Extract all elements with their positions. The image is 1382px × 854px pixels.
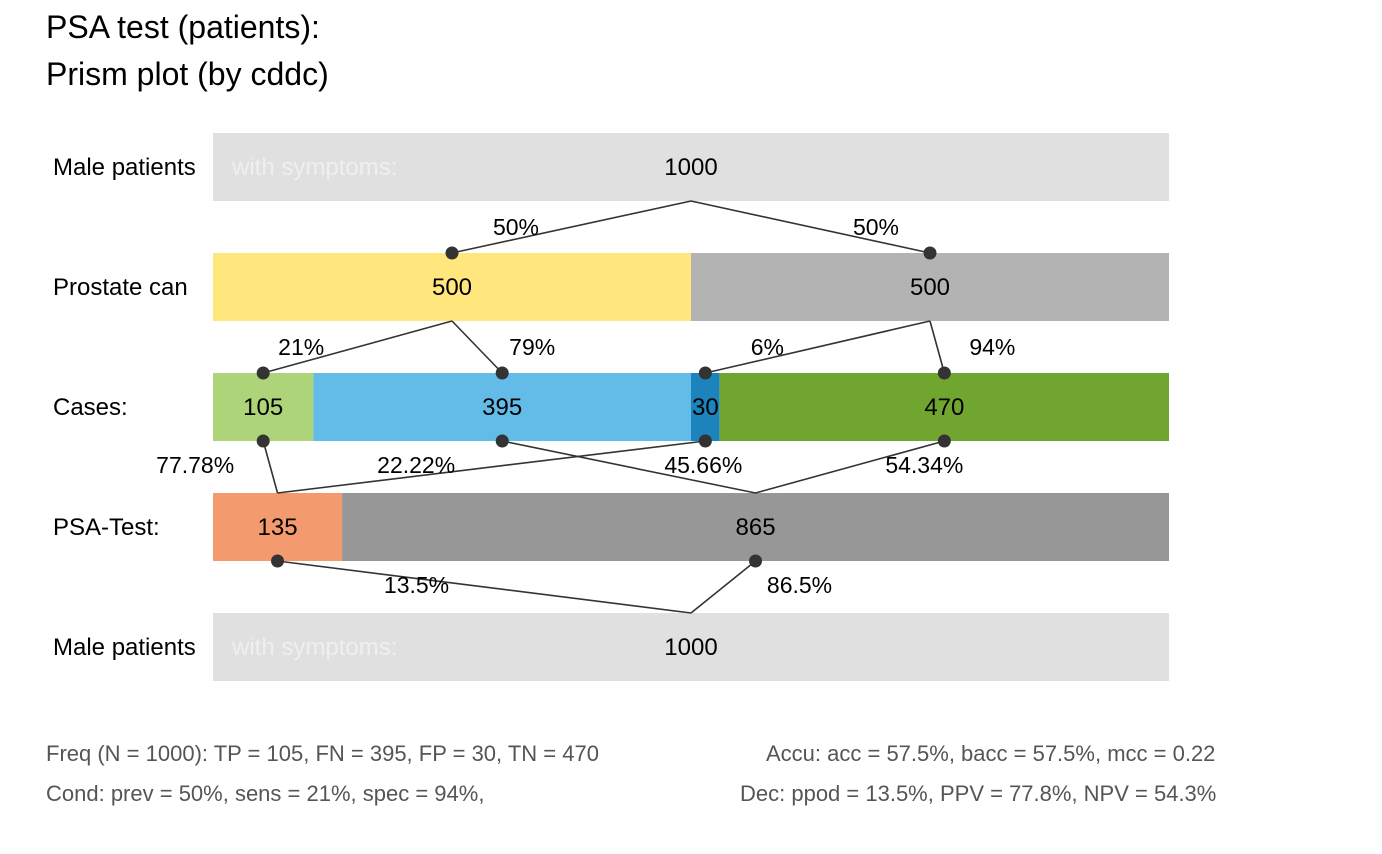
- box-value-hi: 105: [243, 394, 283, 421]
- level-label-faint-top: with symptoms:: [231, 154, 397, 181]
- footer-text-2-2: Dec: ppod = 13.5%, PPV = 77.8%, NPV = 54…: [740, 781, 1216, 806]
- level-label-faint-bottom: with symptoms:: [231, 634, 397, 661]
- edge-label-hi-dec_pos: 77.78%: [156, 452, 234, 478]
- box-cond_false: [691, 253, 1169, 321]
- edge-dot-cond_false: [923, 246, 937, 260]
- box-value-cr: 470: [924, 394, 964, 421]
- edge-dot-fa-8: [698, 434, 712, 448]
- edge-N-cond_false: [690, 200, 931, 254]
- level-label-top: Male patients: [53, 154, 196, 181]
- edge-label-cr-dec_neg: 54.34%: [885, 452, 963, 478]
- level-label-dec: PSA-Test:: [53, 514, 160, 541]
- edge-fa-dec_pos: [277, 440, 706, 494]
- edge-label-N-cond_true: 50%: [493, 214, 539, 240]
- footer-text-2-1: Cond: prev = 50%, sens = 21%, spec = 94%…: [46, 781, 484, 806]
- edge-dot-hi-6: [256, 434, 270, 448]
- box-cond_true: [213, 253, 691, 321]
- edge-dot-mi-7: [495, 434, 509, 448]
- footer-text-1-2: Accu: acc = 57.5%, bacc = 57.5%, mcc = 0…: [766, 741, 1215, 766]
- box-dec_pos: [213, 493, 343, 561]
- edge-dot-mi: [495, 366, 509, 380]
- edge-label-N-cond_false: 50%: [853, 214, 899, 240]
- edge-dot-cond_true: [445, 246, 459, 260]
- box-value-N: 1000: [664, 154, 717, 181]
- level-cases: Cases: 105 395 30 470: [53, 373, 1169, 441]
- edge-dot-fa: [698, 366, 712, 380]
- box-value-N2: 1000: [664, 634, 717, 661]
- chart-title-line-1: PSA test (patients):: [46, 9, 320, 45]
- edge-dot-cr-9: [937, 434, 951, 448]
- level-cond: Prostate can 500 500: [53, 253, 1169, 321]
- edge-N-cond_true: [451, 200, 692, 254]
- edge-cond_true-hi: [262, 320, 453, 374]
- level-label-cases: Cases:: [53, 394, 128, 421]
- box-hi: [213, 373, 314, 441]
- edge-cr-dec_neg: [755, 440, 945, 494]
- edge-label-cond_false-cr: 94%: [969, 334, 1015, 360]
- edge-dec_pos-N2: [277, 560, 692, 614]
- box-value-fa: 30: [692, 394, 719, 421]
- edge-label-cond_true-hi: 21%: [278, 334, 324, 360]
- edge-cond_false-fa: [705, 320, 931, 374]
- edge-dot-dec_neg-11: [749, 554, 763, 568]
- box-value-dec_pos: 135: [258, 514, 298, 541]
- edge-mi-dec_neg: [502, 440, 756, 494]
- level-label-bottom: Male patients: [53, 634, 196, 661]
- edge-hi-dec_pos: [262, 440, 279, 494]
- box-dec_neg: [342, 493, 1169, 561]
- edge-cond_false-cr: [929, 320, 946, 374]
- level-top: with symptoms: Male patients 1000: [53, 133, 1169, 201]
- box-value-mi: 395: [482, 394, 522, 421]
- edge-cond_true-mi: [451, 320, 503, 374]
- level-dec: PSA-Test: 135 865: [53, 493, 1169, 561]
- edge-dot-hi: [256, 366, 270, 380]
- edge-label-mi-dec_neg: 22.22%: [377, 452, 455, 478]
- edge-label-cond_false-fa: 6%: [751, 334, 784, 360]
- footer: Freq (N = 1000): TP = 105, FN = 395, FP …: [46, 741, 1216, 806]
- edge-label-fa-dec_pos: 45.66%: [664, 452, 742, 478]
- chart-title-line-2: Prism plot (by cddc): [46, 56, 329, 92]
- box-value-cond_false: 500: [910, 274, 950, 301]
- edge-labels: 50% 50% 21% 79% 6% 94% 77.78% 22.22% 45.66% 54.34…: [156, 214, 1015, 598]
- edge-dec_neg-N2: [690, 560, 757, 614]
- edge-label-dec_pos-N2: 13.5%: [384, 572, 449, 598]
- box-N: [213, 133, 1169, 201]
- box-mi: [313, 373, 691, 441]
- edge-label-dec_neg-N2: 86.5%: [767, 572, 832, 598]
- edge-dot-cr: [937, 366, 951, 380]
- edge-label-cond_true-mi: 79%: [509, 334, 555, 360]
- box-value-cond_true: 500: [432, 274, 472, 301]
- box-fa: [691, 373, 720, 441]
- edges: [256, 200, 951, 614]
- box-N2: [213, 613, 1169, 681]
- footer-text-1-1: Freq (N = 1000): TP = 105, FN = 395, FP …: [46, 741, 599, 766]
- level-bottom: with symptoms: Male patients 1000: [53, 613, 1169, 681]
- edge-dot-dec_pos-10: [271, 554, 285, 568]
- box-cr: [719, 373, 1169, 441]
- box-value-dec_neg: 865: [736, 514, 776, 541]
- level-label-cond: Prostate can: [53, 274, 188, 301]
